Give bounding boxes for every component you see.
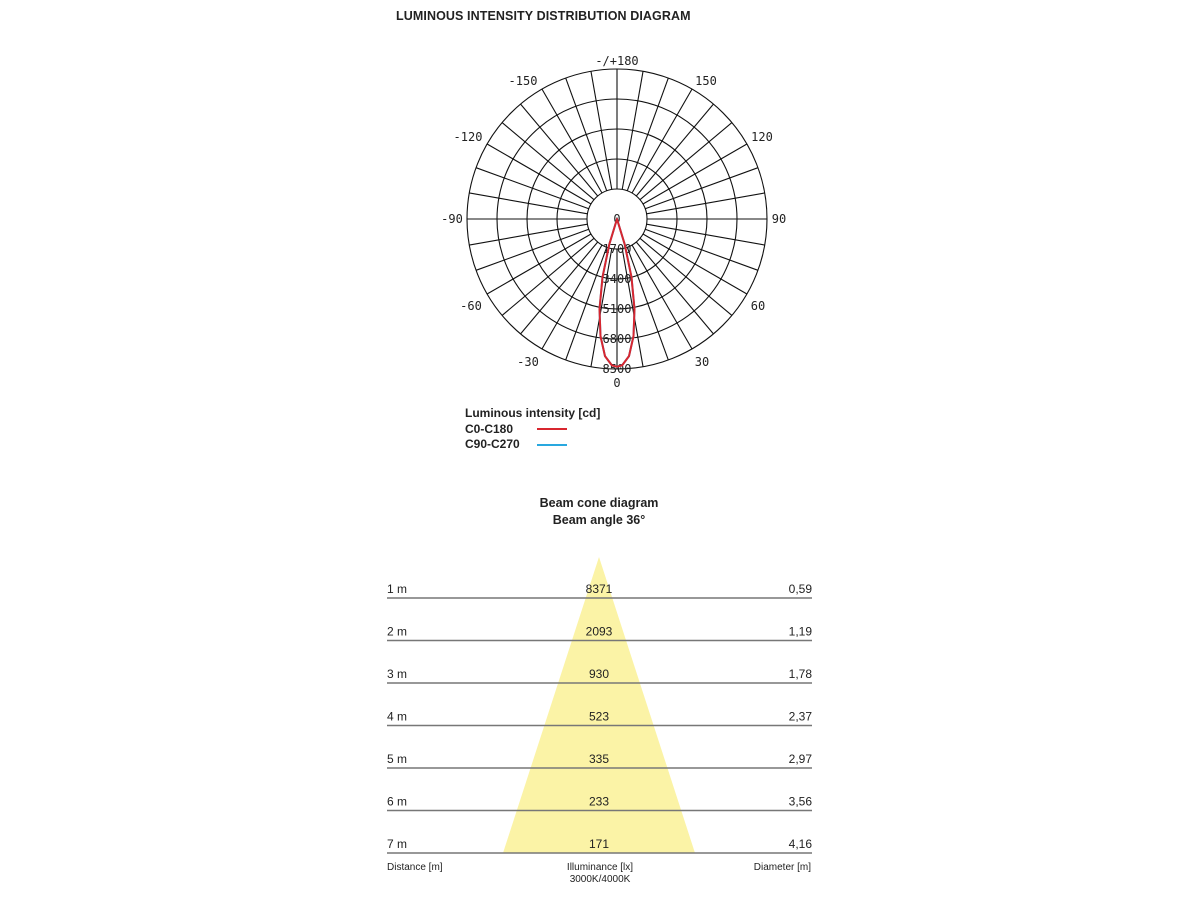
polar-spoke xyxy=(631,244,693,350)
illuminance-value: 171 xyxy=(589,837,609,851)
polar-spoke xyxy=(635,241,714,335)
beam-cone-fill xyxy=(503,557,695,853)
polar-spoke xyxy=(642,233,748,295)
illuminance-value: 930 xyxy=(589,667,609,681)
diameter-value: 2,97 xyxy=(789,752,813,766)
polar-radial-tick-label: 6800 xyxy=(603,332,632,346)
polar-spoke xyxy=(590,71,613,190)
polar-diagram: -/+180-150 150-120 120-90 90-60 60-30 3000170… xyxy=(441,54,786,390)
polar-spoke xyxy=(469,223,588,246)
legend-item-label: C90-C270 xyxy=(465,437,520,451)
cone-title: Beam cone diagram xyxy=(539,496,659,510)
illuminance-value: 8371 xyxy=(586,582,613,596)
diagram-title: LUMINOUS INTENSITY DISTRIBUTION DIAGRAM xyxy=(396,9,691,23)
polar-radial-tick-label: 8500 xyxy=(603,362,632,376)
polar-angle-label: -120 xyxy=(454,130,483,144)
distance-value: 2 m xyxy=(387,625,407,639)
illuminance-value: 233 xyxy=(589,795,609,809)
diameter-value: 1,78 xyxy=(789,667,813,681)
illuminance-value: 335 xyxy=(589,752,609,766)
illuminance-color-temp: 3000K/4000K xyxy=(569,874,631,885)
polar-spoke xyxy=(565,247,608,361)
polar-spoke xyxy=(565,77,608,191)
legend-heading: Luminous intensity [cd] xyxy=(465,406,601,420)
legend-item-label: C0-C180 xyxy=(465,421,514,436)
polar-spoke xyxy=(501,237,595,316)
polar-angle-label: 90 xyxy=(772,212,786,226)
distance-value: 1 m xyxy=(387,582,407,596)
polar-spoke xyxy=(520,241,599,335)
polar-spoke xyxy=(631,88,693,194)
polar-angle-label: 0 xyxy=(613,376,620,390)
polar-spoke xyxy=(642,143,748,205)
illuminance-column-label: Illuminance [lx] xyxy=(566,862,634,873)
polar-radial-tick-label: 3400 xyxy=(603,272,632,286)
polar-spoke xyxy=(541,244,603,350)
polar-spoke xyxy=(541,88,603,194)
distance-value: 3 m xyxy=(387,667,407,681)
polar-angle-label: -30 xyxy=(517,355,539,369)
legend-swatch-c0-c180 xyxy=(537,428,567,431)
polar-spoke xyxy=(590,248,613,367)
polar-spoke xyxy=(635,103,714,197)
polar-angle-label: 120 xyxy=(751,130,773,144)
polar-angle-label: 60 xyxy=(751,299,765,313)
legend-item-c90-c270: C90-C270 xyxy=(465,437,600,453)
polar-spoke xyxy=(486,233,592,295)
diameter-value: 1,19 xyxy=(789,625,813,639)
polar-spoke xyxy=(621,248,644,367)
polar-angle-label: -150 xyxy=(509,74,538,88)
distance-value: 4 m xyxy=(387,710,407,724)
legend-swatch-c90-c270 xyxy=(537,443,567,446)
polar-spoke xyxy=(639,237,733,316)
illuminance-value: 523 xyxy=(589,710,609,724)
polar-angle-label: -/+180 xyxy=(595,54,638,68)
polar-spoke xyxy=(501,122,595,201)
polar-spoke xyxy=(626,77,669,191)
polar-angle-label: 30 xyxy=(695,355,709,369)
legend: Luminous intensity [cd] C0-C180 C90-C270 xyxy=(465,406,600,453)
diameter-column-label: Diameter [m] xyxy=(753,862,811,873)
polar-spoke xyxy=(520,103,599,197)
diameter-value: 4,16 xyxy=(789,837,813,851)
distance-value: 7 m xyxy=(387,837,407,851)
polar-curve-c0-c180 xyxy=(598,218,636,368)
polar-spoke xyxy=(645,167,759,210)
cone-subtitle: Beam angle 36° xyxy=(552,513,646,527)
polar-angle-label: -60 xyxy=(460,299,482,313)
polar-spoke xyxy=(645,228,759,271)
polar-radial-tick-label: 5100 xyxy=(603,302,632,316)
distance-value: 5 m xyxy=(387,752,407,766)
polar-spoke xyxy=(486,143,592,205)
distance-value: 6 m xyxy=(387,795,407,809)
legend-item-c0-c180: C0-C180 xyxy=(465,422,600,438)
diameter-value: 3,56 xyxy=(789,795,813,809)
polar-angle-label: -90 xyxy=(441,212,463,226)
polar-spoke xyxy=(469,192,588,215)
distance-column-label: Distance [m] xyxy=(387,862,443,873)
polar-spoke xyxy=(475,228,589,271)
polar-spoke xyxy=(475,167,589,210)
diameter-value: 2,37 xyxy=(789,710,813,724)
illuminance-value: 2093 xyxy=(586,625,613,639)
polar-spoke xyxy=(626,247,669,361)
polar-spoke xyxy=(639,122,733,201)
diameter-value: 0,59 xyxy=(789,582,813,596)
polar-spoke xyxy=(646,223,765,246)
polar-angle-label: 150 xyxy=(695,74,717,88)
polar-spoke xyxy=(621,71,644,190)
polar-spoke xyxy=(646,192,765,215)
